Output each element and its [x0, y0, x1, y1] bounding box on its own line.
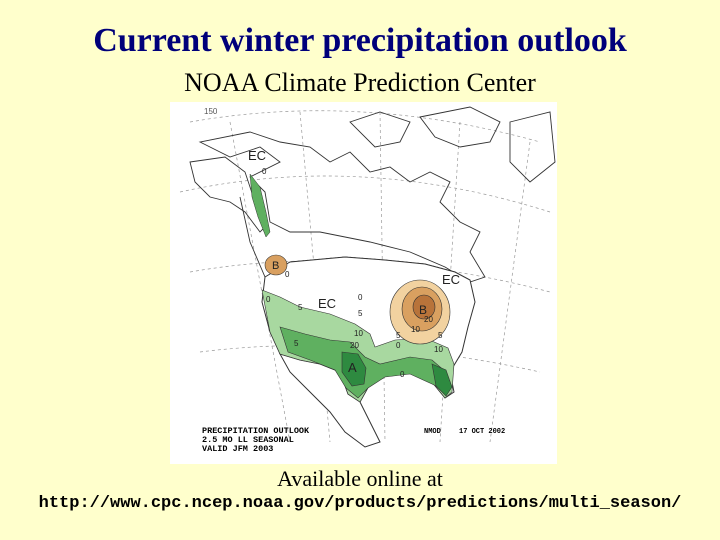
above-normal-dark-region-florida: [431, 363, 453, 397]
legend-line: PRECIPITATION OUTLOOK: [202, 426, 310, 436]
slide-subtitle: NOAA Climate Prediction Center: [184, 68, 536, 97]
contour-label: 5: [298, 303, 303, 312]
below-normal-dark-region: [412, 294, 436, 320]
alaska-outline: [189, 156, 266, 233]
region-label-ec-west: EC: [318, 296, 336, 311]
available-online-text: Available online at: [277, 466, 443, 491]
contour-label: 0: [266, 295, 271, 304]
contour-label: 20: [350, 341, 359, 350]
slide-title: Current winter precipitation outlook: [93, 22, 627, 59]
region-label-ec-northeast: EC: [442, 272, 460, 287]
region-label-below-ohio: B: [419, 303, 427, 317]
contour-label: 0: [262, 167, 267, 176]
outlook-map-svg: EC EC EC B B A 0 0 0 0 5 5 5 10 20 0 5 1…: [170, 102, 557, 464]
contour-label: 5: [358, 309, 363, 318]
above-normal-dark-region: [341, 351, 367, 387]
region-label-above-gulf: A: [348, 360, 357, 375]
contour-label: 0: [358, 293, 363, 302]
legend-line: VALID JFM 2003: [202, 444, 273, 454]
map-issue-date: 17 OCT 2002: [459, 428, 505, 436]
map-credit: NMOD: [424, 428, 441, 436]
source-url-link[interactable]: http://www.cpc.ncep.noaa.gov/products/pr…: [38, 494, 682, 513]
contour-label: 5: [438, 331, 443, 340]
contour-label: 0: [396, 341, 401, 350]
corner-graticule-label: 150: [204, 107, 218, 116]
contour-label: 20: [424, 315, 433, 324]
contour-label: 10: [434, 345, 443, 354]
contour-label: 5: [294, 339, 299, 348]
contour-label: 0: [285, 270, 290, 279]
contour-label: 0: [400, 370, 405, 379]
alaska-coast-above-region: [249, 173, 271, 238]
precipitation-outlook-map: EC EC EC B B A 0 0 0 0 5 5 5 10 20 0 5 1…: [170, 102, 557, 464]
region-label-below-nw: B: [272, 260, 279, 272]
contour-label: 10: [354, 329, 363, 338]
contour-label: 5: [396, 331, 401, 340]
legend-line: 2.5 MO LL SEASONAL: [202, 435, 294, 445]
contour-label: 10: [411, 325, 420, 334]
below-normal-nw-region: [264, 254, 288, 276]
region-label-ec-alaska: EC: [248, 148, 266, 163]
